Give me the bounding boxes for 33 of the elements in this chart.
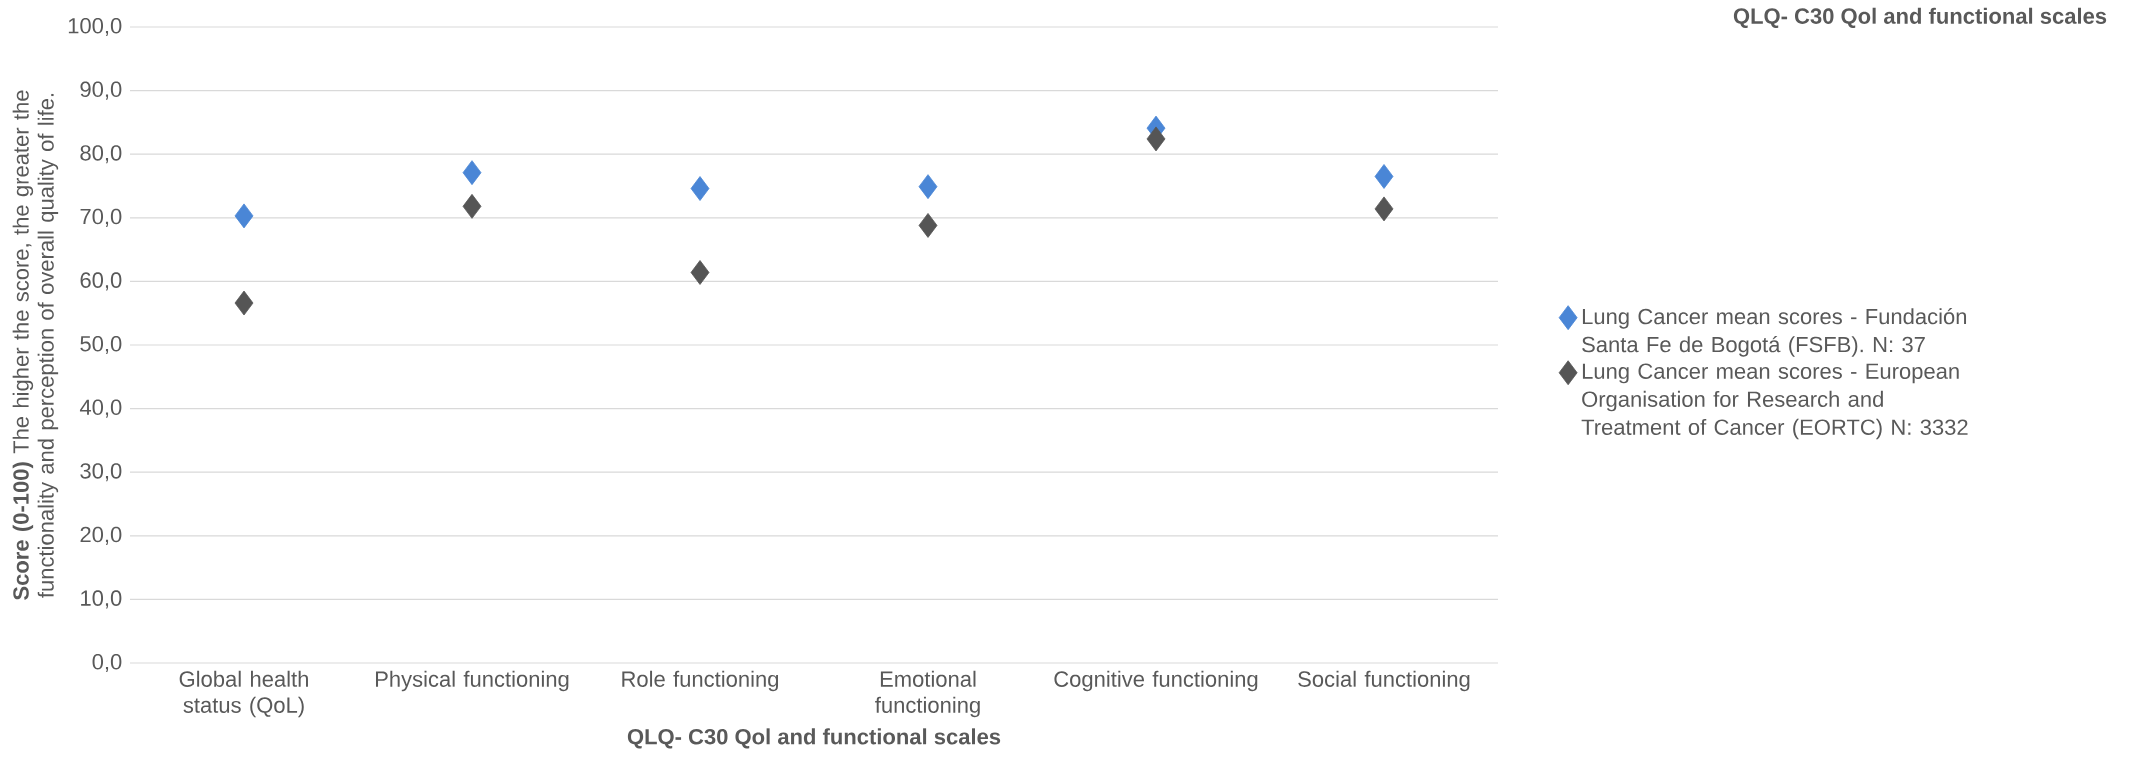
point xyxy=(1146,126,1166,152)
y-tick-label: 0,0 xyxy=(92,653,122,673)
x-tick-label: Global health status (QoL) xyxy=(179,670,308,718)
x-tick-label: Physical functioning xyxy=(375,670,569,692)
y-tick-label: 60,0 xyxy=(80,272,122,291)
y-tick-label: 70,0 xyxy=(80,208,122,227)
y-tick-label: 10,0 xyxy=(81,590,122,609)
y-tick-label: 50,0 xyxy=(80,335,122,355)
point xyxy=(234,203,254,229)
x-tick-label: Social functioning xyxy=(1298,670,1470,692)
y-axis-title: Score (0-100) The higher the score, the greater the functionality and perception of overall quality of life. xyxy=(12,90,59,600)
y-tick-label: 80,0 xyxy=(80,145,122,164)
x-tick-label: Role functioning xyxy=(622,670,779,692)
y-tick-label: 20,0 xyxy=(80,526,122,545)
text: QLQ- C30 Qol and functional scales xyxy=(1733,7,2107,28)
y-tick-label: 100,0 xyxy=(68,17,122,37)
point xyxy=(1374,196,1394,222)
y-tick-label: 90,0 xyxy=(80,81,122,100)
point xyxy=(462,193,482,219)
point xyxy=(1374,164,1394,189)
point xyxy=(918,174,938,200)
legend-label: Lung Cancer mean scores - European Organisation for Research and Treatment of Cancer (EORTC) N: 3332 xyxy=(1581,363,1968,440)
legend-label: Lung Cancer mean scores - Fundación Santa Fe de Bogotá (FSFB). N: 37 xyxy=(1582,307,1967,357)
y-tick-label: 40,0 xyxy=(79,399,122,418)
point xyxy=(690,176,710,201)
x-tick-label: Emotional functioning xyxy=(875,670,980,718)
point xyxy=(234,290,254,316)
x-tick-label: Cognitive functioning xyxy=(1054,670,1258,692)
point xyxy=(690,260,710,285)
y-tick-label: 30,0 xyxy=(80,463,122,482)
point xyxy=(462,160,482,186)
point xyxy=(918,213,938,238)
x-axis-title: QLQ- C30 Qol and functional scales xyxy=(627,728,1001,749)
